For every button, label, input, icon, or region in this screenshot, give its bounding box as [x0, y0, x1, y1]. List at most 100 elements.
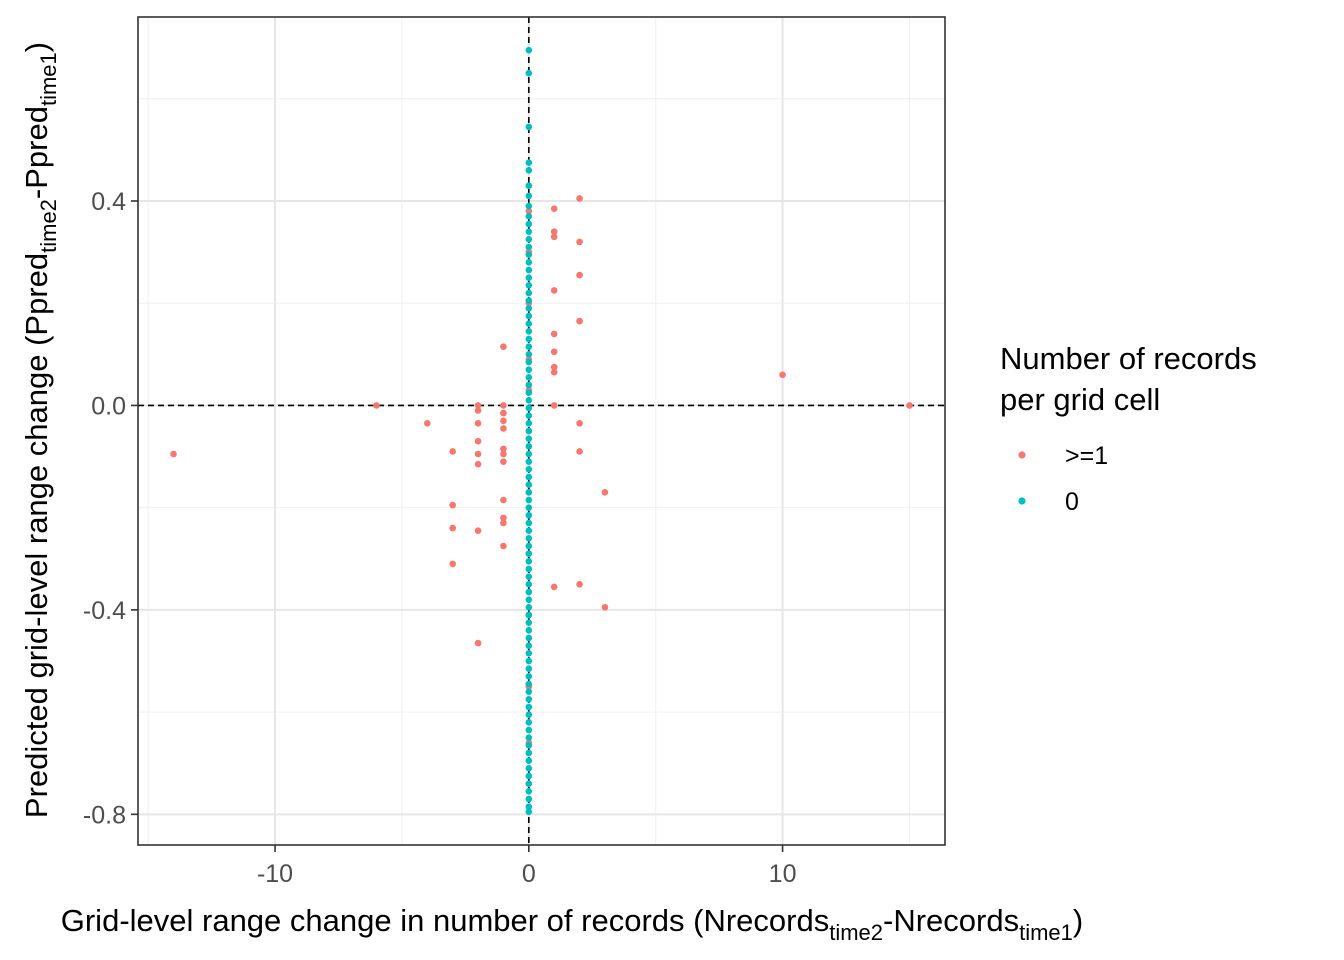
- data-point: [525, 489, 533, 496]
- minor-gridlines: [138, 17, 945, 845]
- data-point: [525, 527, 533, 534]
- data-point: [525, 665, 533, 672]
- y-axis-title-main: Predicted grid-level range change (Ppred: [19, 253, 54, 818]
- y-tick-label: -0.4: [83, 597, 126, 625]
- data-point: [525, 581, 533, 588]
- legend-label-ge1: >=1: [1065, 442, 1108, 470]
- y-axis-title-mid: -Ppred: [19, 106, 54, 199]
- data-point: [525, 182, 533, 189]
- data-point: [525, 473, 533, 481]
- series-zero: [525, 46, 533, 816]
- data-point: [474, 407, 482, 414]
- data-point: [525, 749, 533, 757]
- data-point: [525, 282, 533, 289]
- data-point: [525, 496, 533, 504]
- data-point: [525, 642, 533, 649]
- data-point: [525, 404, 533, 412]
- x-axis-title-sub2: time1: [1019, 920, 1073, 945]
- data-point: [525, 435, 533, 442]
- data-point: [525, 711, 533, 718]
- data-point: [449, 524, 456, 532]
- data-point: [449, 448, 456, 455]
- data-point: [474, 460, 482, 468]
- x-axis-title-sub1: time2: [829, 920, 883, 945]
- data-point: [525, 289, 533, 297]
- data-point: [525, 220, 533, 228]
- x-tick-label: 10: [769, 860, 797, 888]
- data-point: [500, 496, 507, 504]
- data-point: [525, 673, 533, 680]
- data-point: [500, 458, 507, 465]
- data-point: [525, 374, 533, 381]
- data-point: [525, 772, 533, 780]
- data-point: [525, 808, 533, 816]
- data-point: [525, 305, 533, 312]
- data-point: [525, 780, 533, 787]
- y-tick-label: 0.4: [91, 188, 126, 216]
- data-point: [525, 565, 533, 573]
- legend-key-zero: [1018, 497, 1026, 505]
- data-point: [576, 581, 583, 588]
- data-point: [525, 696, 533, 703]
- data-point: [525, 320, 533, 327]
- data-point: [525, 412, 533, 419]
- data-point: [500, 542, 507, 550]
- data-point: [525, 159, 533, 166]
- data-point: [525, 634, 533, 642]
- legend-title-line-2: per grid cell: [1000, 382, 1160, 417]
- data-point: [550, 228, 558, 235]
- data-point: [525, 167, 533, 174]
- data-point: [525, 443, 533, 450]
- data-point: [525, 458, 533, 465]
- data-point: [474, 639, 482, 647]
- data-point: [906, 402, 913, 409]
- data-point: [550, 205, 558, 212]
- data-point: [525, 123, 533, 131]
- data-point: [500, 343, 507, 350]
- series-ge1: [170, 182, 913, 787]
- data-point: [525, 688, 533, 695]
- data-point: [525, 512, 533, 519]
- data-point: [525, 573, 533, 580]
- data-point: [500, 409, 507, 417]
- data-point: [525, 358, 533, 366]
- data-point: [576, 238, 583, 246]
- data-point: [601, 489, 609, 496]
- x-axis-title-main: Grid-level range change in number of rec…: [61, 903, 829, 938]
- data-point: [474, 450, 482, 458]
- data-point: [525, 788, 533, 795]
- data-point: [601, 604, 609, 611]
- y-axis-title-sub2: time1: [36, 52, 61, 106]
- data-point: [525, 481, 533, 488]
- major-gridlines: [138, 17, 945, 845]
- data-point: [474, 437, 482, 445]
- data-point: [779, 371, 786, 379]
- data-point: [525, 312, 533, 320]
- data-point: [525, 397, 533, 404]
- y-axis-title: Predicted grid-level range change (Ppred…: [19, 42, 61, 818]
- data-points: [170, 46, 913, 816]
- data-point: [525, 202, 533, 210]
- data-point: [525, 274, 533, 281]
- data-point: [525, 627, 533, 634]
- data-point: [500, 519, 507, 527]
- data-point: [550, 368, 558, 376]
- data-point: [525, 795, 533, 803]
- data-point: [525, 343, 533, 350]
- data-point: [525, 213, 533, 220]
- data-point: [525, 236, 533, 243]
- data-point: [525, 366, 533, 373]
- data-point: [550, 348, 558, 356]
- data-point: [170, 450, 177, 458]
- data-point: [525, 535, 533, 542]
- data-point: [525, 519, 533, 527]
- data-point: [525, 228, 533, 235]
- y-axis-title-end: ): [19, 42, 54, 52]
- data-point: [525, 192, 533, 200]
- data-point: [550, 583, 558, 591]
- data-point: [525, 742, 533, 749]
- data-point: [525, 251, 533, 258]
- data-point: [525, 466, 533, 473]
- tick-labels: -10 0 10 -0.8 -0.4 0.0 0.4: [83, 188, 797, 888]
